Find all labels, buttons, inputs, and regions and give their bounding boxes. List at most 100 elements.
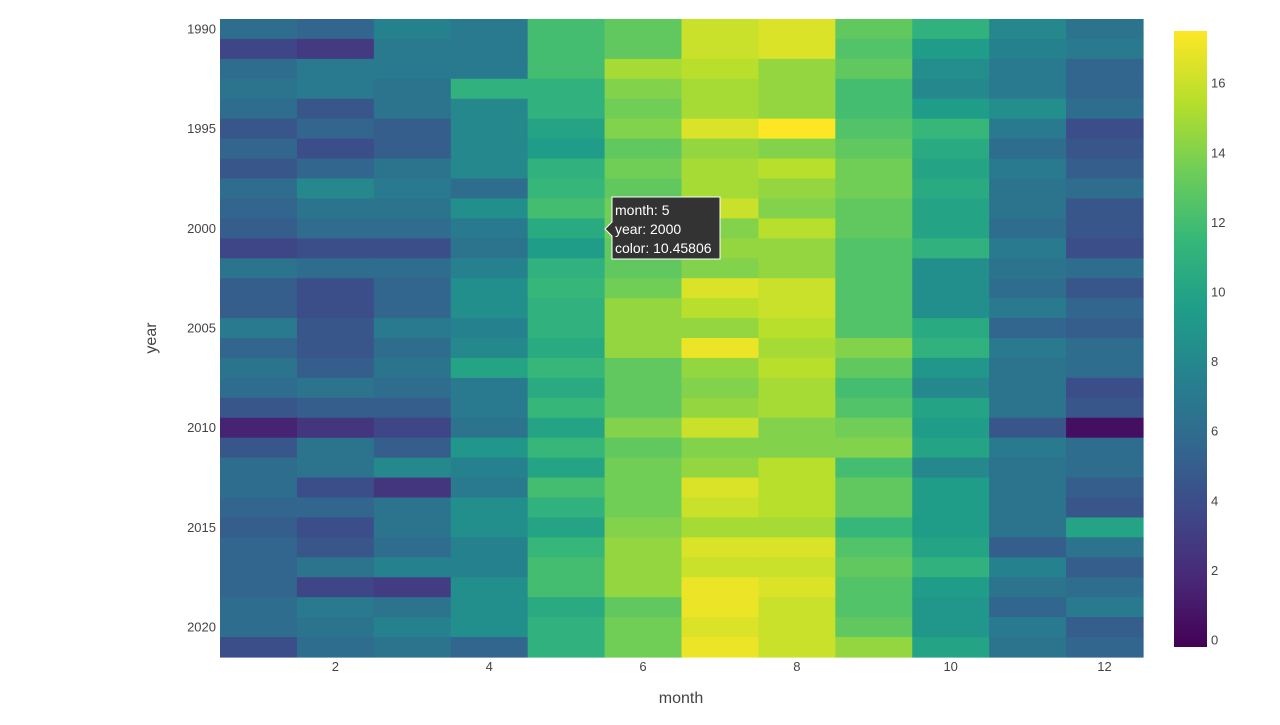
heatmap-cell[interactable] bbox=[220, 19, 298, 40]
heatmap-cell[interactable] bbox=[912, 457, 990, 479]
heatmap-cell[interactable] bbox=[912, 19, 990, 40]
heatmap-cell[interactable] bbox=[527, 78, 606, 100]
heatmap-cell[interactable] bbox=[835, 78, 913, 100]
heatmap-cell[interactable] bbox=[527, 617, 606, 638]
heatmap-cell[interactable] bbox=[912, 278, 990, 299]
heatmap-cell[interactable] bbox=[373, 19, 452, 40]
heatmap-cell[interactable] bbox=[296, 377, 375, 399]
heatmap-cell[interactable] bbox=[220, 178, 298, 200]
heatmap-cell[interactable] bbox=[989, 138, 1067, 160]
heatmap-cell[interactable] bbox=[1066, 78, 1144, 100]
heatmap-cell[interactable] bbox=[681, 437, 760, 459]
heatmap-cell[interactable] bbox=[1066, 477, 1144, 499]
heatmap-cell[interactable] bbox=[912, 258, 990, 279]
heatmap-cell[interactable] bbox=[835, 198, 913, 219]
heatmap-cell[interactable] bbox=[758, 557, 836, 578]
heatmap-cell[interactable] bbox=[758, 457, 836, 479]
heatmap-cell[interactable] bbox=[681, 98, 760, 120]
heatmap-cell[interactable] bbox=[450, 198, 529, 219]
heatmap-cell[interactable] bbox=[296, 318, 375, 339]
heatmap-cell[interactable] bbox=[604, 557, 683, 578]
heatmap-cell[interactable] bbox=[1066, 178, 1144, 200]
heatmap-cell[interactable] bbox=[758, 158, 836, 180]
heatmap-cell[interactable] bbox=[450, 318, 529, 339]
heatmap-cell[interactable] bbox=[681, 357, 760, 379]
heatmap-cell[interactable] bbox=[220, 278, 298, 299]
heatmap-cell[interactable] bbox=[989, 617, 1067, 638]
heatmap-cell[interactable] bbox=[989, 477, 1067, 499]
heatmap-cell[interactable] bbox=[604, 338, 683, 359]
heatmap-cell[interactable] bbox=[835, 178, 913, 200]
heatmap-cell[interactable] bbox=[758, 417, 836, 439]
heatmap-cell[interactable] bbox=[527, 258, 606, 279]
heatmap-cell[interactable] bbox=[373, 278, 452, 299]
heatmap-cell[interactable] bbox=[835, 58, 913, 80]
heatmap-cell[interactable] bbox=[681, 597, 760, 618]
heatmap-cell[interactable] bbox=[912, 158, 990, 180]
heatmap-cell[interactable] bbox=[912, 218, 990, 239]
heatmap-cell[interactable] bbox=[450, 637, 529, 658]
heatmap-cell[interactable] bbox=[681, 258, 760, 279]
heatmap-cell[interactable] bbox=[604, 477, 683, 499]
heatmap-cell[interactable] bbox=[758, 537, 836, 558]
heatmap-cell[interactable] bbox=[220, 158, 298, 180]
heatmap-cell[interactable] bbox=[296, 258, 375, 279]
heatmap-cell[interactable] bbox=[527, 158, 606, 180]
heatmap-cell[interactable] bbox=[373, 517, 452, 538]
heatmap-cell[interactable] bbox=[527, 637, 606, 658]
heatmap-cell[interactable] bbox=[835, 497, 913, 519]
heatmap-cell[interactable] bbox=[912, 537, 990, 558]
heatmap-cell[interactable] bbox=[989, 278, 1067, 299]
heatmap-cell[interactable] bbox=[450, 98, 529, 120]
heatmap-cell[interactable] bbox=[296, 597, 375, 618]
heatmap-cell[interactable] bbox=[758, 278, 836, 299]
heatmap-cell[interactable] bbox=[835, 318, 913, 339]
heatmap-cell[interactable] bbox=[296, 617, 375, 638]
heatmap-cell[interactable] bbox=[450, 78, 529, 100]
heatmap-cell[interactable] bbox=[527, 138, 606, 160]
heatmap-cell[interactable] bbox=[450, 357, 529, 379]
heatmap-cell[interactable] bbox=[681, 178, 760, 200]
heatmap-cell[interactable] bbox=[989, 218, 1067, 239]
heatmap-cell[interactable] bbox=[527, 397, 606, 419]
heatmap-cell[interactable] bbox=[296, 637, 375, 658]
heatmap-cell[interactable] bbox=[758, 38, 836, 60]
heatmap-cell[interactable] bbox=[681, 577, 760, 598]
heatmap-cell[interactable] bbox=[989, 537, 1067, 558]
heatmap-cell[interactable] bbox=[450, 457, 529, 479]
heatmap-cell[interactable] bbox=[296, 517, 375, 538]
heatmap-cell[interactable] bbox=[1066, 397, 1144, 419]
heatmap-cell[interactable] bbox=[989, 58, 1067, 80]
heatmap-cell[interactable] bbox=[450, 58, 529, 80]
heatmap-cell[interactable] bbox=[220, 437, 298, 459]
heatmap-cell[interactable] bbox=[681, 138, 760, 160]
heatmap-cell[interactable] bbox=[220, 557, 298, 578]
heatmap-cell[interactable] bbox=[450, 617, 529, 638]
heatmap-cell[interactable] bbox=[835, 457, 913, 479]
heatmap-cell[interactable] bbox=[527, 597, 606, 618]
heatmap-cell[interactable] bbox=[220, 58, 298, 80]
heatmap-cell[interactable] bbox=[220, 258, 298, 279]
heatmap-cell[interactable] bbox=[912, 357, 990, 379]
heatmap-cell[interactable] bbox=[604, 318, 683, 339]
heatmap-cell[interactable] bbox=[604, 517, 683, 538]
heatmap-cell[interactable] bbox=[912, 637, 990, 658]
heatmap-cell[interactable] bbox=[758, 298, 836, 319]
heatmap-cell[interactable] bbox=[1066, 218, 1144, 239]
heatmap-cell[interactable] bbox=[912, 597, 990, 618]
heatmap-cell[interactable] bbox=[527, 517, 606, 538]
heatmap-cell[interactable] bbox=[681, 158, 760, 180]
heatmap-cell[interactable] bbox=[1066, 637, 1144, 658]
heatmap-cell[interactable] bbox=[758, 58, 836, 80]
heatmap-cell[interactable] bbox=[450, 178, 529, 200]
heatmap-cell[interactable] bbox=[835, 19, 913, 40]
heatmap-cell[interactable] bbox=[296, 278, 375, 299]
heatmap-cell[interactable] bbox=[220, 637, 298, 658]
heatmap-cell[interactable] bbox=[450, 437, 529, 459]
heatmap-cell[interactable] bbox=[1066, 417, 1144, 439]
heatmap-cell[interactable] bbox=[373, 377, 452, 399]
heatmap-cell[interactable] bbox=[296, 198, 375, 219]
heatmap-cell[interactable] bbox=[989, 78, 1067, 100]
heatmap-cell[interactable] bbox=[604, 298, 683, 319]
heatmap-cell[interactable] bbox=[296, 78, 375, 100]
